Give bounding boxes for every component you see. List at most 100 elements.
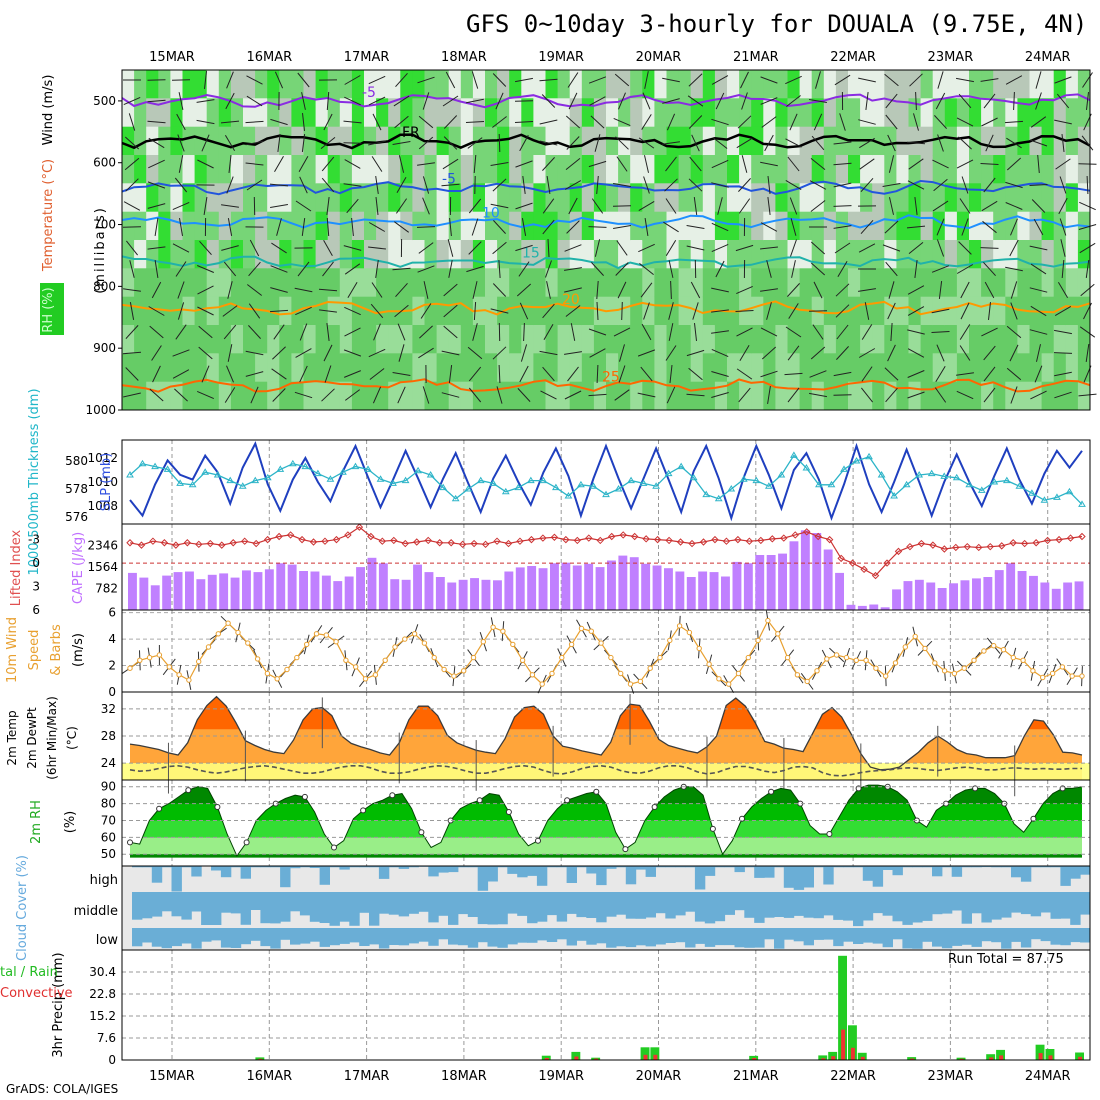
cloud-cell	[349, 892, 360, 926]
li-point	[1043, 536, 1052, 545]
cloud-cell	[685, 892, 696, 912]
li-point	[699, 538, 708, 546]
cloud-cell	[586, 928, 597, 945]
precip-tick-label: 7.6	[97, 1031, 116, 1045]
thickness-point	[1002, 476, 1011, 484]
cloud-cell	[615, 928, 627, 947]
cloud-cell	[843, 928, 854, 942]
cape-bar	[458, 579, 468, 610]
top-date-label: 19MAR	[538, 50, 584, 65]
cloud-cell	[922, 866, 933, 868]
li-point	[1055, 535, 1063, 544]
li-point	[596, 536, 604, 545]
li-point	[688, 539, 696, 548]
rh-tick-label: 50	[101, 847, 116, 861]
cloud-cell	[556, 866, 568, 868]
rh-point	[826, 831, 833, 837]
cape-bar	[378, 563, 388, 610]
cloud-cell	[971, 892, 982, 914]
cloud-cell	[1040, 866, 1051, 868]
thickness-series-line	[129, 454, 1083, 505]
cloud-cell	[833, 928, 844, 947]
cloud-cell	[220, 866, 232, 878]
precip-conv-bar	[1048, 1055, 1053, 1060]
top-date-label: 16MAR	[246, 50, 292, 65]
li-point	[803, 528, 811, 536]
li-tick-label: -3	[28, 533, 40, 547]
li-point	[332, 535, 341, 544]
cloud-cell	[309, 928, 321, 942]
cloud-cell	[388, 928, 400, 945]
wind-speed-point	[696, 645, 702, 652]
cape-bar	[321, 575, 331, 610]
cloud-cell	[280, 866, 291, 888]
cloud-cell	[536, 892, 548, 922]
wind-speed-point	[353, 664, 359, 670]
cloud-cell	[280, 928, 291, 940]
cloud-cell	[655, 866, 666, 868]
cloud-cell	[497, 928, 508, 948]
cloud-cell	[833, 892, 844, 920]
isotherm-label: 20	[562, 292, 580, 308]
li-point	[894, 547, 903, 556]
isotherm-line	[121, 93, 1091, 109]
wind-speed-point	[784, 654, 791, 661]
cape-bar	[504, 571, 514, 610]
li-point	[263, 535, 272, 544]
cape-bar	[629, 557, 639, 610]
cloud-cell	[309, 866, 321, 868]
li-point	[298, 535, 306, 544]
li-point	[871, 571, 880, 580]
cloud-cell	[1011, 928, 1022, 942]
cloud-cell	[882, 928, 893, 948]
cloud-cell	[606, 866, 617, 869]
cloud-cell	[803, 892, 814, 918]
wind-speed-point	[431, 654, 437, 661]
bottom-date-label: 18MAR	[441, 1069, 487, 1084]
li-point	[424, 536, 432, 545]
wind-speed-point	[1079, 673, 1085, 679]
thickness-ylabel: 1000-500mb Thickness (dm)	[27, 388, 42, 575]
cloud-cell	[260, 892, 271, 924]
temp-ylabel: (°C)	[65, 726, 79, 750]
upper-ytick-label: 1000	[85, 403, 116, 417]
precip-total-bar	[907, 1057, 917, 1060]
li-point	[504, 539, 513, 548]
cloud-cell	[941, 892, 953, 914]
thickness-point	[314, 469, 322, 477]
thickness-point	[815, 480, 823, 488]
cloud-cell	[507, 928, 518, 945]
cloud-cell	[290, 928, 301, 945]
li-point	[240, 537, 249, 545]
cloud-cell	[951, 892, 963, 911]
cape-bar	[675, 571, 685, 610]
thickness-point	[639, 479, 648, 486]
cape-bar	[641, 563, 651, 610]
cloud-cell	[1050, 928, 1061, 945]
precip-conv-bar	[258, 1058, 263, 1060]
cloud-cell	[408, 928, 419, 944]
wind-speed-point	[127, 665, 133, 671]
wind-speed-point	[686, 629, 693, 636]
wind-speed-point	[706, 661, 712, 667]
cloud-cell	[477, 892, 489, 925]
wind-speed-point	[362, 676, 369, 682]
isotherm-line	[121, 300, 1091, 316]
cloud-cell	[596, 928, 607, 944]
cloud-cell	[981, 928, 992, 942]
cape-bar	[276, 563, 286, 610]
cloud-cell	[576, 928, 587, 941]
precip-total-bar	[571, 1051, 581, 1060]
rh-legend-swatch	[40, 283, 64, 335]
precip-conv-bar	[841, 1029, 846, 1060]
cloud-cell	[961, 928, 972, 945]
precip-ylabel: 3hr Precip (mm)	[51, 952, 66, 1057]
cloud-cell	[497, 892, 508, 925]
temp-area	[130, 696, 1082, 780]
thickness-point	[201, 468, 210, 475]
li-point	[653, 535, 662, 544]
cape-bar	[481, 579, 491, 610]
thickness-point	[652, 482, 660, 489]
cloud-cell	[161, 866, 172, 868]
upper-ylabel-wind: Wind (m/s)	[41, 75, 56, 146]
